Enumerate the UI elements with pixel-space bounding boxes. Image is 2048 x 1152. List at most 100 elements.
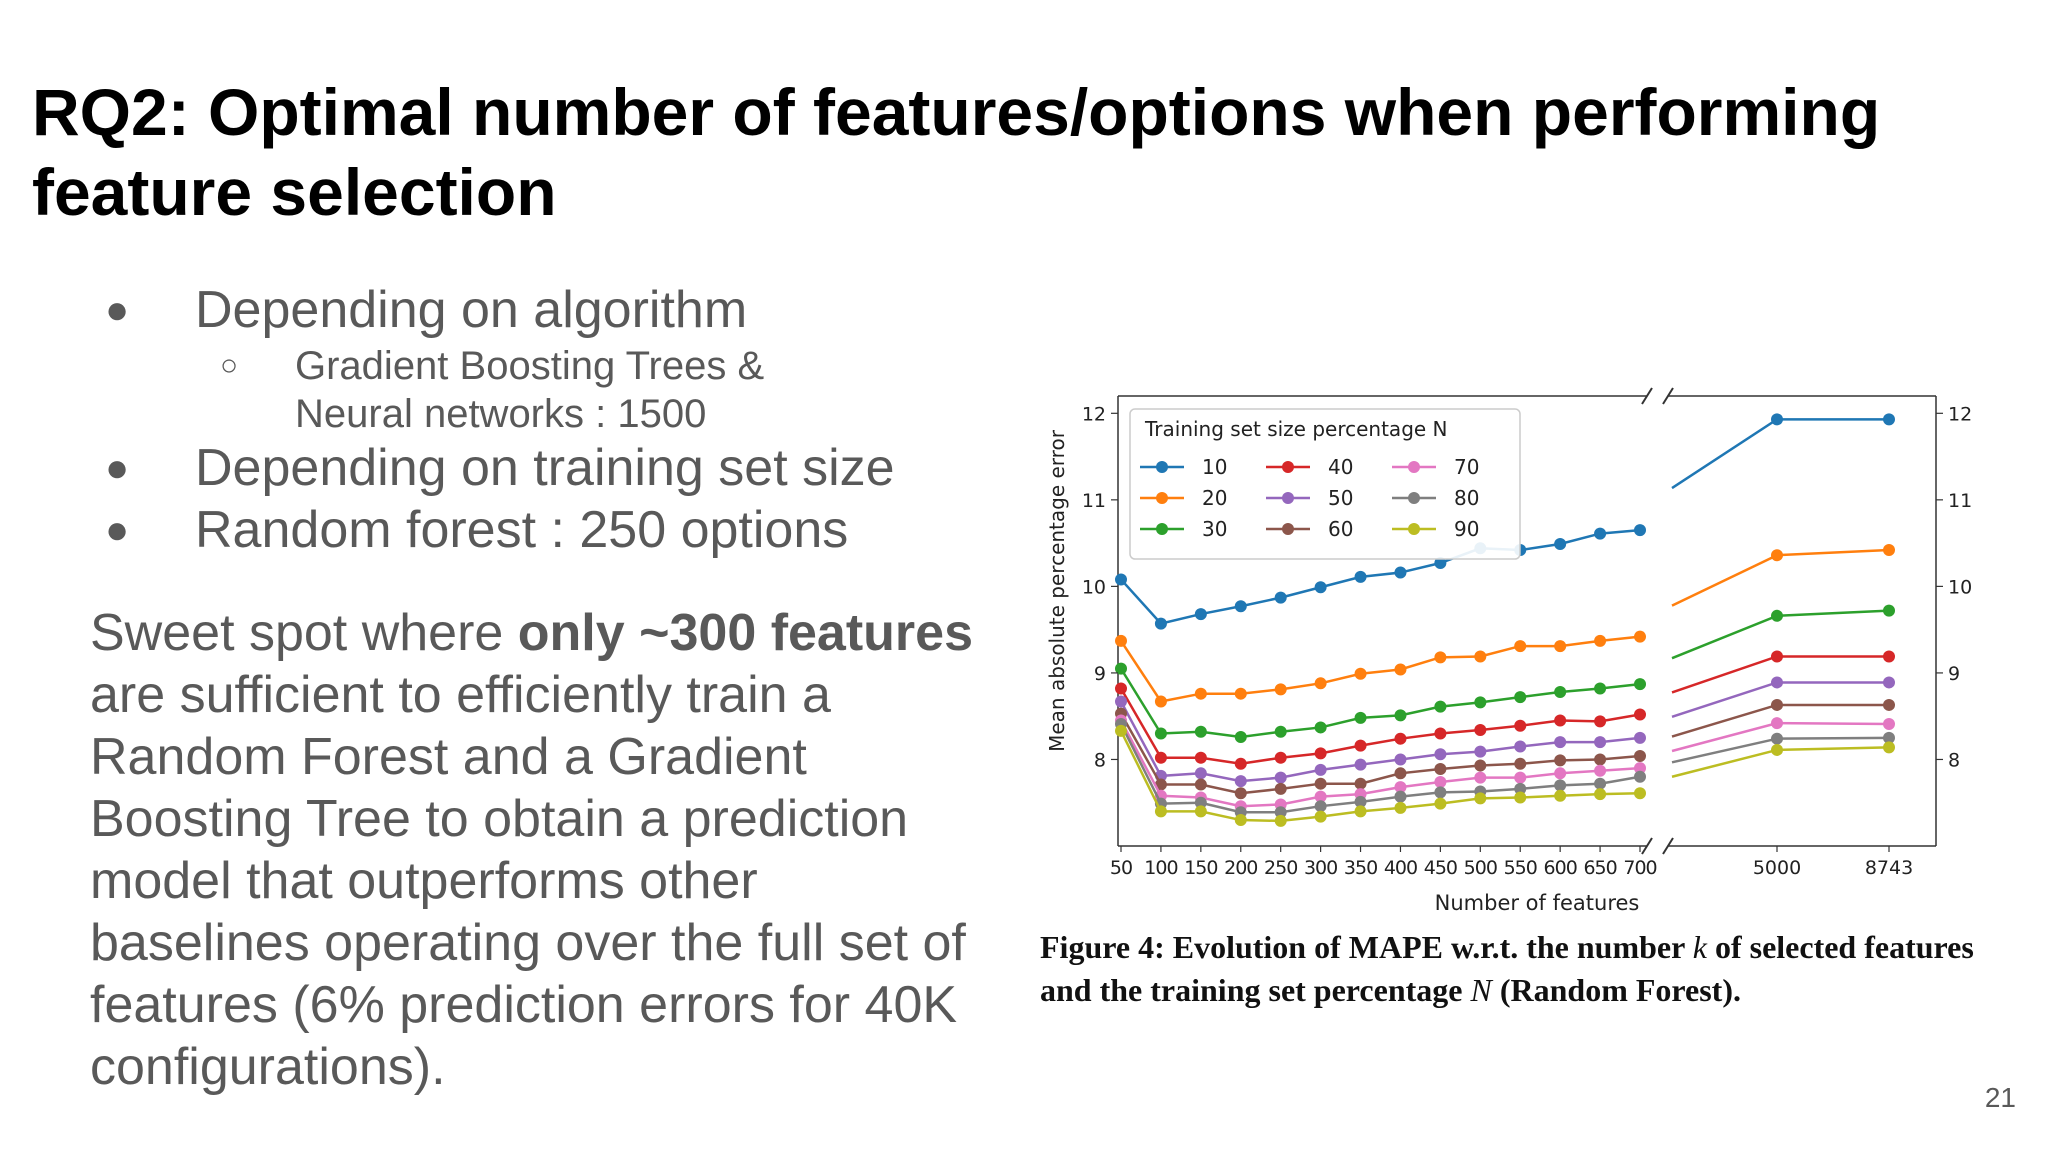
data-point-70 (1394, 781, 1407, 794)
legend-label-20: 20 (1202, 486, 1227, 510)
series-line-right-10 (1671, 418, 1889, 490)
page-number: 21 (1984, 1082, 2016, 1113)
y-tick-label-right: 9 (1948, 663, 1960, 685)
data-point-10 (1274, 591, 1287, 604)
data-point-50 (1394, 753, 1407, 766)
caption-var-n: N (1470, 972, 1492, 1008)
series-lines (1115, 413, 1895, 827)
data-point-40 (1514, 719, 1527, 732)
data-point-90 (1234, 814, 1247, 827)
summary-paragraph: Sweet spot where only ~300 features are … (90, 602, 990, 1098)
chart-legend: Training set size percentage N 10 20 30 40 50… (1129, 408, 1521, 560)
data-point-50 (1554, 736, 1567, 749)
data-point-20 (1554, 640, 1567, 653)
x-tick-label: 300 (1304, 857, 1337, 879)
data-point-70 (1771, 717, 1783, 730)
y-tick-label-right: 12 (1948, 403, 1972, 425)
data-point-80 (1771, 732, 1783, 745)
y-axis-label: Mean absolute percentage error (1045, 429, 1069, 752)
legend-marker-90 (1408, 523, 1420, 535)
x-tick-label: 700 (1623, 857, 1656, 879)
axis-ticks: 8 8 9 9 10 10 11 11 12 12 50 100 150 200 250 300 350 400 4… (1082, 403, 1972, 879)
data-point-40 (1594, 715, 1607, 728)
data-point-20 (1594, 634, 1607, 647)
legend-label-80: 80 (1454, 486, 1479, 510)
data-point-90 (1771, 743, 1783, 756)
data-point-20 (1394, 663, 1407, 676)
data-point-30 (1514, 691, 1527, 704)
bullet-item: ● Depending on training set size (105, 438, 1005, 500)
data-point-30 (1115, 662, 1127, 675)
data-point-90 (1115, 724, 1127, 737)
data-point-60 (1634, 750, 1646, 762)
y-tick-label-right: 8 (1948, 749, 1960, 771)
series-line-20 (1119, 635, 1641, 703)
caption-part-1: Figure 4: Evolution of MAPE w.r.t. the n… (1040, 929, 1693, 965)
data-point-10 (1234, 600, 1247, 613)
y-tick-label-left: 9 (1094, 663, 1106, 685)
bullet-dot-icon: ● (105, 508, 130, 552)
data-point-80 (1394, 790, 1407, 803)
bullet-dot-icon: ● (105, 446, 130, 490)
data-point-10 (1554, 537, 1567, 550)
data-point-40 (1234, 757, 1247, 770)
bullet-list: ● Depending on algorithm ○ Gradient Boos… (105, 280, 1005, 562)
paragraph-bold: only ~300 features (517, 604, 974, 662)
data-point-20 (1634, 630, 1646, 643)
y-tick-label-right: 11 (1948, 490, 1972, 512)
series-line-40 (1119, 687, 1641, 766)
bullet-text: Depending on algorithm (195, 281, 748, 339)
x-tick-label: 8743 (1865, 857, 1913, 879)
series-line-10 (1120, 528, 1641, 625)
data-point-40 (1314, 747, 1327, 760)
legend-label-10: 10 (1202, 455, 1227, 479)
paragraph-post: are sufficient to efficiently train a Ra… (90, 666, 966, 1096)
data-point-60 (1434, 762, 1447, 775)
x-tick-label: 550 (1504, 857, 1537, 879)
data-point-20 (1514, 640, 1527, 653)
data-point-60 (1554, 754, 1567, 767)
data-point-10 (1771, 413, 1783, 426)
axis-break-mark (1662, 387, 1674, 405)
data-point-20 (1883, 544, 1895, 557)
data-point-30 (1394, 709, 1407, 722)
axis-break-mark (1662, 837, 1674, 855)
data-point-30 (1354, 711, 1367, 724)
legend-title: Training set size percentage N (1144, 417, 1448, 441)
data-point-90 (1274, 814, 1287, 827)
data-point-60 (1274, 782, 1287, 795)
data-point-90 (1883, 741, 1895, 754)
data-point-90 (1154, 805, 1167, 818)
data-point-20 (1354, 667, 1367, 680)
data-point-90 (1194, 805, 1207, 818)
legend-label-40: 40 (1328, 455, 1353, 479)
sub-bullet-line-2: Neural networks : 1500 (295, 392, 707, 436)
data-point-10 (1115, 573, 1127, 586)
paragraph-pre: Sweet spot where (90, 604, 518, 662)
data-point-50 (1115, 695, 1127, 708)
bullet-text: Depending on training set size (195, 439, 895, 497)
data-point-90 (1634, 787, 1646, 800)
data-point-30 (1634, 678, 1646, 691)
caption-var-k: k (1692, 929, 1707, 965)
data-point-10 (1194, 608, 1207, 621)
x-tick-label: 600 (1544, 857, 1577, 879)
series-line-50 (1119, 700, 1641, 783)
sub-bullet-circle-icon: ○ (220, 349, 239, 382)
data-point-60 (1474, 759, 1487, 772)
data-point-70 (1554, 767, 1567, 780)
data-point-80 (1274, 806, 1287, 819)
data-point-30 (1314, 721, 1327, 734)
data-point-60 (1234, 787, 1247, 800)
x-axis-label: Number of features (1435, 891, 1640, 915)
y-tick-label-right: 10 (1948, 576, 1972, 598)
legend-label-50: 50 (1328, 486, 1353, 510)
data-point-50 (1274, 771, 1287, 784)
bullet-text: Random forest : 250 options (195, 501, 849, 559)
data-point-50 (1514, 740, 1527, 753)
data-point-30 (1554, 685, 1567, 698)
data-point-60 (1194, 778, 1207, 791)
x-tick-label: 50 (1110, 857, 1132, 879)
x-tick-label: 500 (1464, 857, 1497, 879)
data-point-40 (1274, 751, 1287, 764)
